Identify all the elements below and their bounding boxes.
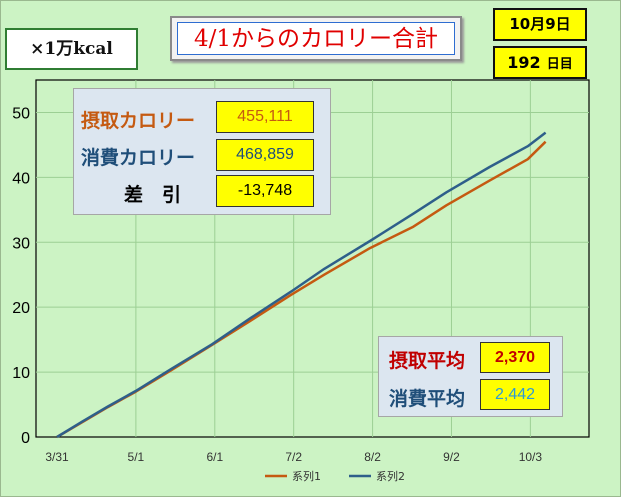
intake-average-label: 摂取平均 — [389, 350, 466, 372]
expend-total-label: 消費カロリー — [81, 147, 196, 169]
date-badge: 10月9日 — [493, 8, 587, 41]
y-tick-label: 40 — [12, 170, 30, 187]
difference-value: -13,748 — [216, 175, 314, 207]
y-tick-label: 50 — [12, 105, 30, 122]
series-line-2 — [56, 131, 547, 439]
y-tick-label: 0 — [21, 430, 30, 447]
averages-panel: 摂取平均 2,370 消費平均 2,442 — [378, 336, 563, 417]
intake-average-value: 2,370 — [480, 342, 550, 373]
intake-total-label: 摂取カロリー — [81, 110, 196, 132]
chart-title-box: 4/1からのカロリー合計 — [170, 16, 462, 61]
totals-panel: 摂取カロリー 455,111 消費カロリー 468,859 差 引 -13,74… — [73, 88, 331, 215]
y-tick-label: 30 — [12, 235, 30, 252]
y-tick-label: 10 — [12, 365, 30, 382]
x-tick-label: 10/3 — [519, 450, 543, 464]
day-count-badge: 192 日目 — [493, 46, 587, 79]
x-tick-label: 5/1 — [128, 450, 145, 464]
x-tick-label: 6/1 — [206, 450, 223, 464]
y-tick-label: 20 — [12, 300, 30, 317]
x-tick-label: 8/2 — [364, 450, 381, 464]
chart-title: 4/1からのカロリー合計 — [177, 22, 455, 55]
expend-average-value: 2,442 — [480, 379, 550, 410]
intake-total-value: 455,111 — [216, 101, 314, 133]
x-tick-label: 3/31 — [45, 450, 69, 464]
legend-label-1: 系列1 — [292, 469, 321, 483]
difference-label: 差 引 — [124, 184, 182, 206]
legend-label-2: 系列2 — [376, 469, 405, 483]
x-tick-label: 7/2 — [285, 450, 302, 464]
x-tick-label: 9/2 — [443, 450, 460, 464]
expend-total-value: 468,859 — [216, 139, 314, 171]
day-unit: 日目 — [546, 57, 573, 72]
expend-average-label: 消費平均 — [389, 388, 466, 410]
day-count: 192 — [507, 53, 541, 72]
unit-label: ×1万kcal — [5, 28, 138, 70]
